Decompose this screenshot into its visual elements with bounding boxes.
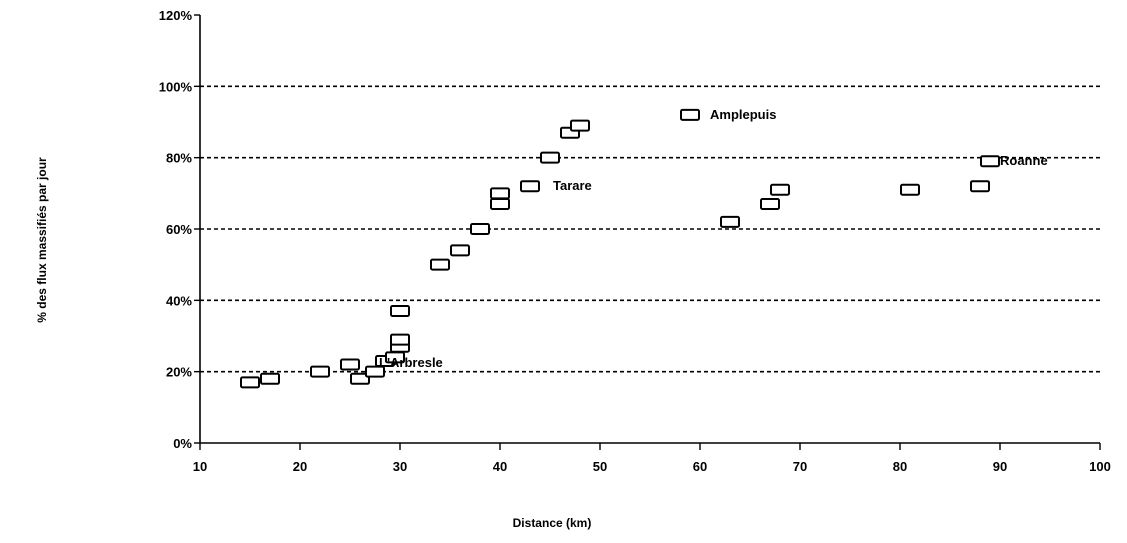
grid-lines: [200, 85, 1100, 373]
point-annotation: Roanne: [1000, 153, 1048, 168]
data-point: [970, 180, 990, 193]
data-point: [310, 365, 330, 378]
data-point: [430, 258, 450, 271]
y-tick-label: 40%: [166, 293, 192, 308]
x-tick-label: 100: [1089, 459, 1111, 474]
data-point: [340, 358, 360, 371]
axes: [194, 14, 1101, 450]
x-axis-title: Distance (km): [513, 516, 592, 530]
data-point: [490, 198, 510, 211]
y-tick-label: 120%: [159, 8, 193, 23]
data-point: [470, 223, 490, 235]
data-point: [570, 119, 590, 132]
x-tick-label: 10: [193, 459, 207, 474]
y-tick-label: 60%: [166, 222, 192, 237]
annotations: L'Arbresle Tarare Amplepuis Roanne: [379, 107, 1048, 370]
data-point: [770, 183, 790, 196]
x-tick-label: 50: [593, 459, 607, 474]
y-tick-label: 80%: [166, 151, 192, 166]
point-annotation: L'Arbresle: [379, 355, 443, 370]
data-point: [490, 187, 510, 200]
data-point: [760, 198, 780, 211]
y-axis-title: % des flux massifiés par jour: [35, 157, 49, 323]
data-point: [450, 244, 470, 257]
y-tick-label: 100%: [159, 79, 193, 94]
x-tick-label: 20: [293, 459, 307, 474]
x-tick-label: 90: [993, 459, 1007, 474]
data-point: [720, 215, 740, 228]
x-tick-label: 70: [793, 459, 807, 474]
data-point: [240, 376, 260, 389]
data-point: [390, 305, 410, 318]
data-point: [680, 108, 700, 121]
data-point: [365, 365, 385, 378]
data-point: [520, 180, 540, 193]
data-point: [980, 155, 1000, 168]
data-point: [540, 151, 560, 164]
x-tick-label: 30: [393, 459, 407, 474]
point-annotation: Amplepuis: [710, 107, 776, 122]
tick-labels: 0% 20% 40% 60% 80% 100% 120% 10 20 30 40 50 60 70 80 90…: [159, 8, 1111, 474]
point-annotation: Tarare: [553, 178, 592, 193]
data-point: [390, 333, 410, 346]
data-points: [240, 108, 1000, 389]
x-tick-label: 80: [893, 459, 907, 474]
y-tick-label: 0%: [173, 436, 192, 451]
x-tick-label: 60: [693, 459, 707, 474]
data-point: [900, 183, 920, 196]
data-point: [350, 372, 370, 385]
y-tick-label: 20%: [166, 365, 192, 380]
data-point: [260, 372, 280, 385]
x-tick-label: 40: [493, 459, 507, 474]
